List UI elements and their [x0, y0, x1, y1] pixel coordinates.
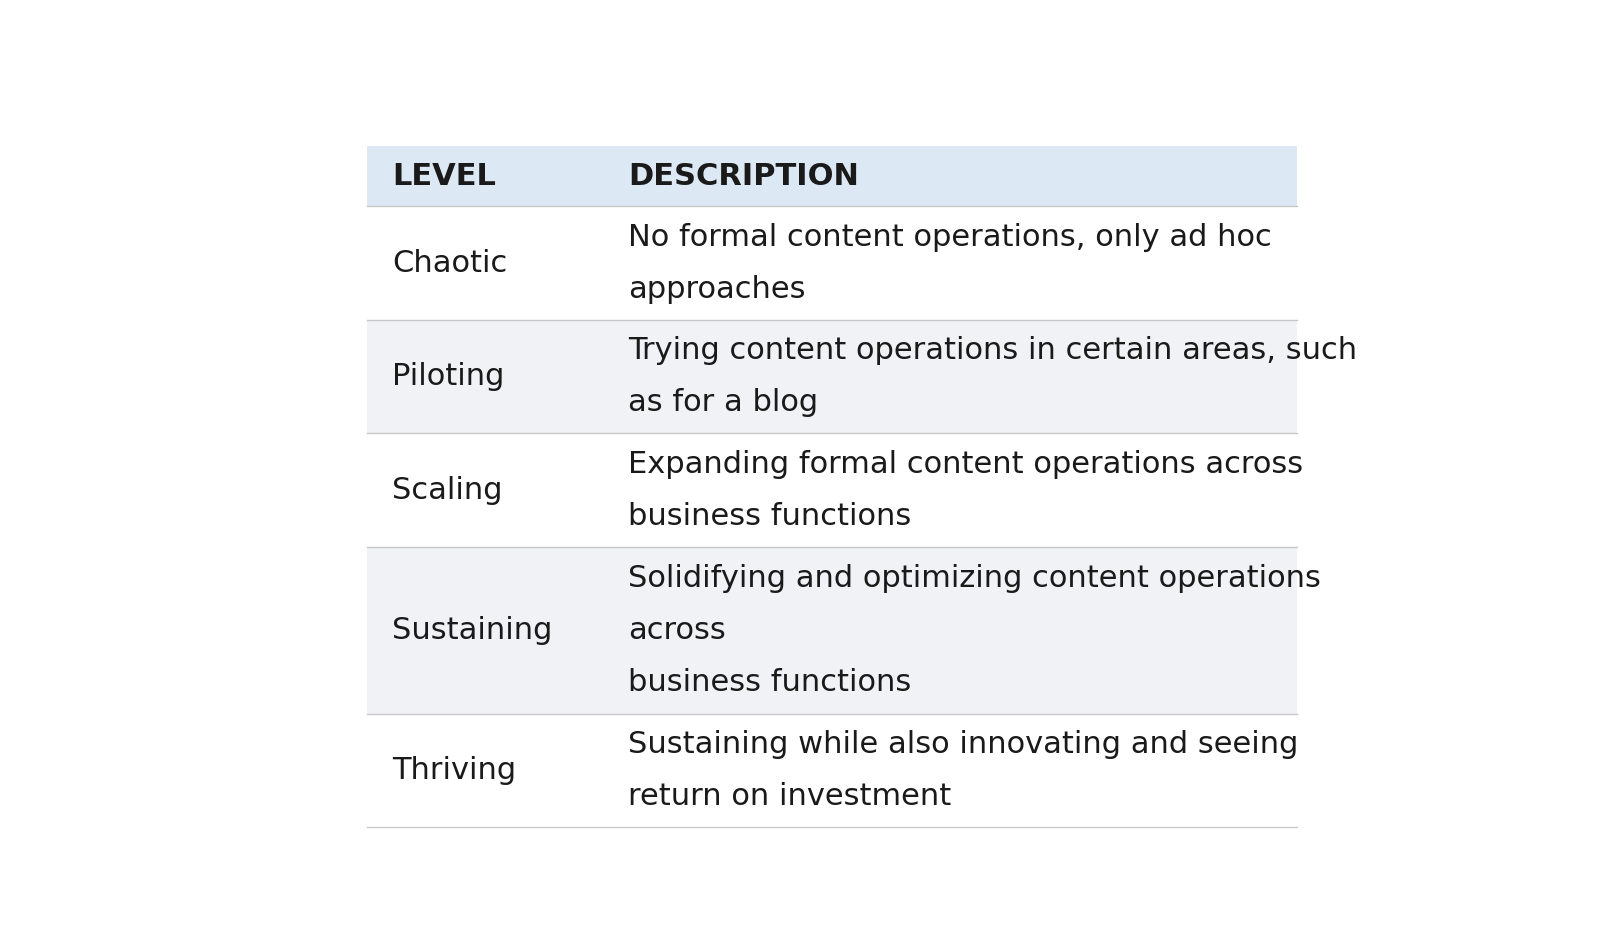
Bar — [368, 206, 1298, 320]
Text: Piloting: Piloting — [392, 362, 504, 391]
Text: Thriving: Thriving — [392, 756, 517, 785]
Bar — [368, 433, 1298, 547]
Text: Sustaining while also innovating and seeing
return on investment: Sustaining while also innovating and see… — [627, 730, 1298, 811]
Text: Scaling: Scaling — [392, 476, 502, 504]
Bar — [368, 147, 1298, 206]
Text: Chaotic: Chaotic — [392, 249, 507, 277]
Text: LEVEL: LEVEL — [392, 162, 496, 191]
Text: Expanding formal content operations across
business functions: Expanding formal content operations acro… — [627, 449, 1302, 531]
Text: DESCRIPTION: DESCRIPTION — [627, 162, 859, 191]
Text: Sustaining: Sustaining — [392, 616, 552, 645]
Text: No formal content operations, only ad hoc
approaches: No formal content operations, only ad ho… — [627, 222, 1272, 304]
Bar — [368, 547, 1298, 714]
Text: Trying content operations in certain areas, such
as for a blog: Trying content operations in certain are… — [627, 336, 1357, 417]
Bar — [368, 714, 1298, 828]
Text: Solidifying and optimizing content operations
across
business functions: Solidifying and optimizing content opera… — [627, 564, 1320, 697]
Bar — [368, 320, 1298, 433]
